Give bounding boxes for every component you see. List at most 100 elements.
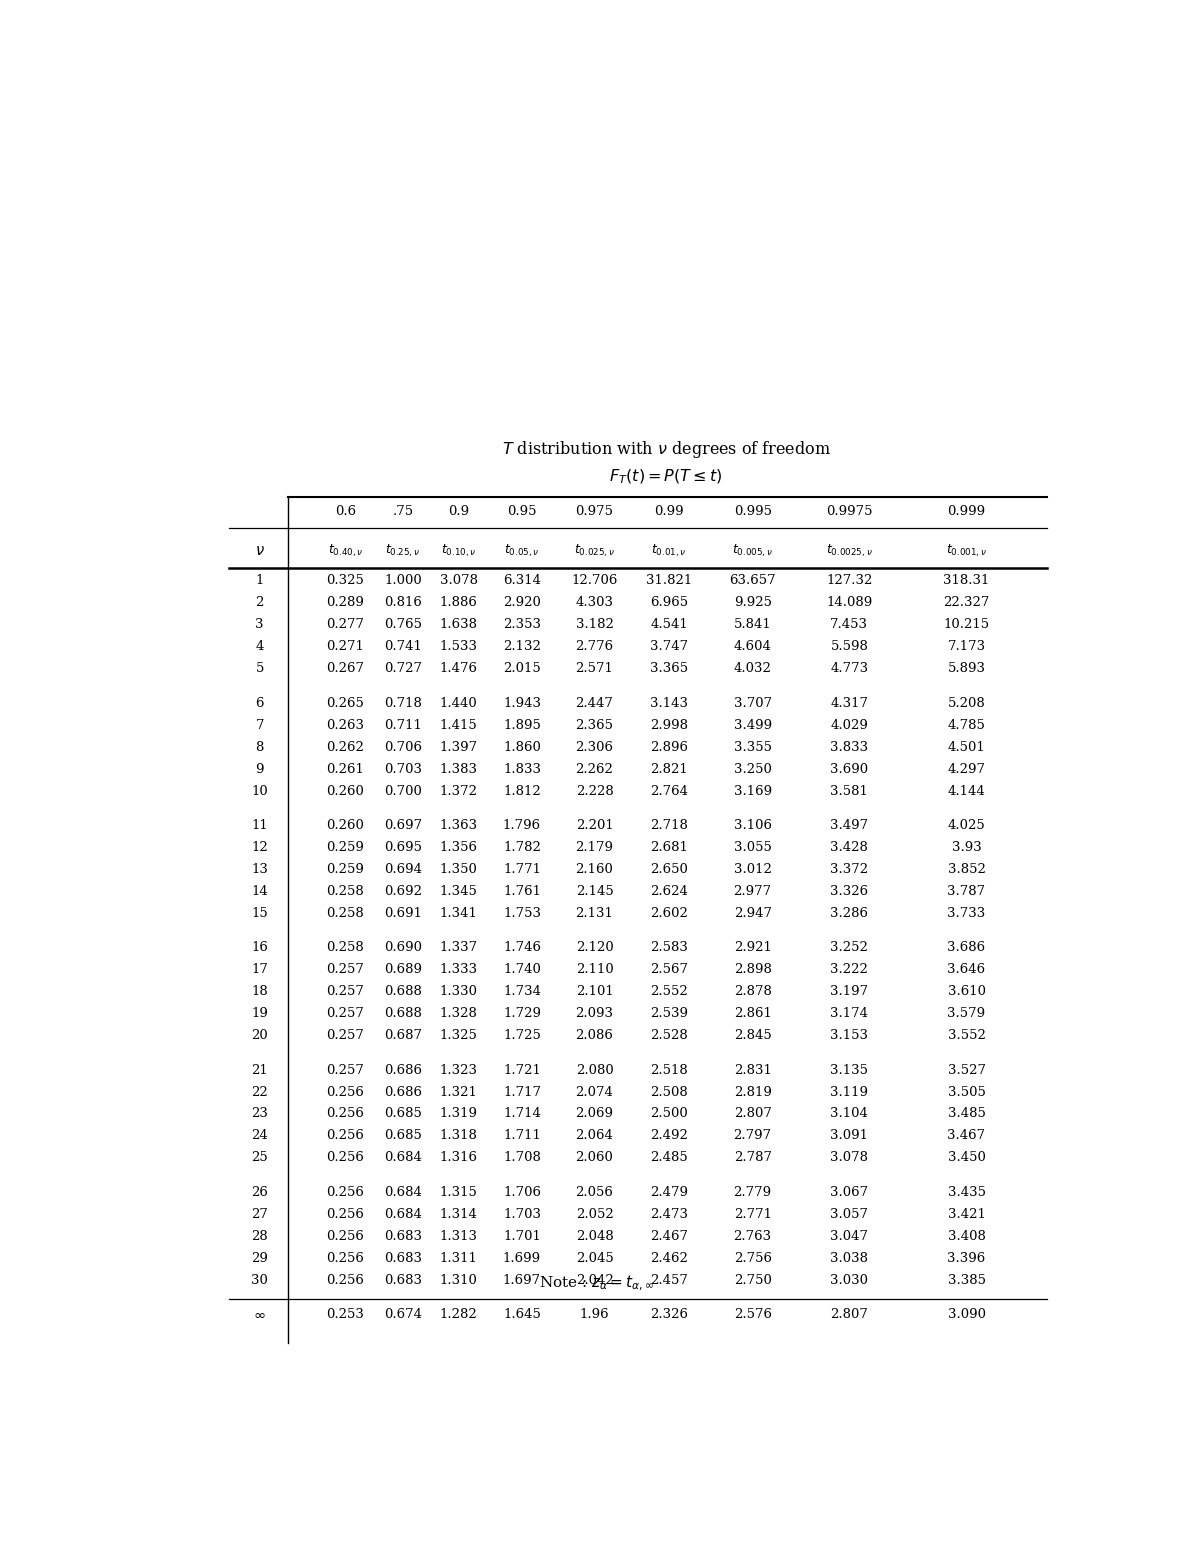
Text: 2.262: 2.262 bbox=[576, 763, 613, 775]
Text: 2.977: 2.977 bbox=[733, 885, 772, 898]
Text: 3.252: 3.252 bbox=[830, 941, 869, 954]
Text: 1.711: 1.711 bbox=[503, 1129, 541, 1143]
Text: 7: 7 bbox=[256, 719, 264, 731]
Text: 3: 3 bbox=[256, 618, 264, 632]
Text: 1.886: 1.886 bbox=[440, 596, 478, 609]
Text: 2.571: 2.571 bbox=[576, 662, 613, 676]
Text: 22.327: 22.327 bbox=[943, 596, 990, 609]
Text: 2.552: 2.552 bbox=[650, 985, 688, 999]
Text: 0.256: 0.256 bbox=[326, 1107, 365, 1120]
Text: 1.328: 1.328 bbox=[440, 1008, 478, 1020]
Text: 2.650: 2.650 bbox=[650, 863, 688, 876]
Text: 0.258: 0.258 bbox=[326, 907, 364, 919]
Text: 2.681: 2.681 bbox=[650, 842, 688, 854]
Text: 0.975: 0.975 bbox=[576, 505, 613, 519]
Text: 2.763: 2.763 bbox=[733, 1230, 772, 1242]
Text: 0.260: 0.260 bbox=[326, 818, 365, 832]
Text: 3.747: 3.747 bbox=[650, 640, 688, 654]
Text: 63.657: 63.657 bbox=[730, 575, 776, 587]
Text: 1.701: 1.701 bbox=[503, 1230, 541, 1242]
Text: $\nu$: $\nu$ bbox=[254, 544, 265, 558]
Text: 3.135: 3.135 bbox=[830, 1064, 869, 1076]
Text: 1.000: 1.000 bbox=[384, 575, 422, 587]
Text: 14: 14 bbox=[251, 885, 268, 898]
Text: 1.397: 1.397 bbox=[439, 741, 478, 753]
Text: 2.228: 2.228 bbox=[576, 784, 613, 798]
Text: 4.144: 4.144 bbox=[948, 784, 985, 798]
Text: $t_{0.10,\nu}$: $t_{0.10,\nu}$ bbox=[440, 544, 476, 559]
Text: 0.688: 0.688 bbox=[384, 985, 422, 999]
Text: 5.841: 5.841 bbox=[733, 618, 772, 632]
Text: 3.153: 3.153 bbox=[830, 1030, 869, 1042]
Text: 0.686: 0.686 bbox=[384, 1086, 422, 1098]
Text: 2.508: 2.508 bbox=[650, 1086, 688, 1098]
Text: 0.694: 0.694 bbox=[384, 863, 422, 876]
Text: 4.029: 4.029 bbox=[830, 719, 869, 731]
Text: 1.782: 1.782 bbox=[503, 842, 541, 854]
Text: 2.306: 2.306 bbox=[576, 741, 613, 753]
Text: 1.96: 1.96 bbox=[580, 1308, 610, 1322]
Text: 12: 12 bbox=[251, 842, 268, 854]
Text: 0.684: 0.684 bbox=[384, 1186, 422, 1199]
Text: 2.365: 2.365 bbox=[576, 719, 613, 731]
Text: 17: 17 bbox=[251, 963, 268, 977]
Text: 1.699: 1.699 bbox=[503, 1252, 541, 1264]
Text: 3.286: 3.286 bbox=[830, 907, 869, 919]
Text: 20: 20 bbox=[251, 1030, 268, 1042]
Text: $t_{0.025,\nu}$: $t_{0.025,\nu}$ bbox=[574, 544, 616, 559]
Text: 1.860: 1.860 bbox=[503, 741, 541, 753]
Text: 27: 27 bbox=[251, 1208, 268, 1221]
Text: 2.060: 2.060 bbox=[576, 1151, 613, 1165]
Text: 2.131: 2.131 bbox=[576, 907, 613, 919]
Text: 3.505: 3.505 bbox=[948, 1086, 985, 1098]
Text: 18: 18 bbox=[251, 985, 268, 999]
Text: 3.686: 3.686 bbox=[948, 941, 985, 954]
Text: 3.078: 3.078 bbox=[439, 575, 478, 587]
Text: 2.485: 2.485 bbox=[650, 1151, 688, 1165]
Text: 2.896: 2.896 bbox=[650, 741, 688, 753]
Text: 12.706: 12.706 bbox=[571, 575, 618, 587]
Text: 0.277: 0.277 bbox=[326, 618, 365, 632]
Text: 0.325: 0.325 bbox=[326, 575, 365, 587]
Text: 0.711: 0.711 bbox=[384, 719, 422, 731]
Text: 1.330: 1.330 bbox=[439, 985, 478, 999]
Text: 1.708: 1.708 bbox=[503, 1151, 541, 1165]
Text: 4.303: 4.303 bbox=[576, 596, 613, 609]
Text: 1: 1 bbox=[256, 575, 264, 587]
Text: 0.674: 0.674 bbox=[384, 1308, 422, 1322]
Text: 2.756: 2.756 bbox=[733, 1252, 772, 1264]
Text: 15: 15 bbox=[251, 907, 268, 919]
Text: 1.734: 1.734 bbox=[503, 985, 541, 999]
Text: 0.257: 0.257 bbox=[326, 985, 365, 999]
Text: 3.078: 3.078 bbox=[830, 1151, 869, 1165]
Text: 2.467: 2.467 bbox=[650, 1230, 688, 1242]
Text: 3.090: 3.090 bbox=[948, 1308, 985, 1322]
Text: 2.069: 2.069 bbox=[576, 1107, 613, 1120]
Text: 2.750: 2.750 bbox=[733, 1273, 772, 1286]
Text: 2.052: 2.052 bbox=[576, 1208, 613, 1221]
Text: 3.385: 3.385 bbox=[948, 1273, 985, 1286]
Text: $t_{0.005,\nu}$: $t_{0.005,\nu}$ bbox=[732, 544, 773, 559]
Text: 4.317: 4.317 bbox=[830, 697, 869, 710]
Text: 1.333: 1.333 bbox=[439, 963, 478, 977]
Text: 9: 9 bbox=[256, 763, 264, 775]
Text: 2.779: 2.779 bbox=[733, 1186, 772, 1199]
Text: 1.645: 1.645 bbox=[503, 1308, 541, 1322]
Text: 2.015: 2.015 bbox=[503, 662, 541, 676]
Text: 2.771: 2.771 bbox=[733, 1208, 772, 1221]
Text: 2.861: 2.861 bbox=[733, 1008, 772, 1020]
Text: 0.256: 0.256 bbox=[326, 1273, 365, 1286]
Text: 3.055: 3.055 bbox=[733, 842, 772, 854]
Text: 6: 6 bbox=[256, 697, 264, 710]
Text: 2.921: 2.921 bbox=[733, 941, 772, 954]
Text: 0.687: 0.687 bbox=[384, 1030, 422, 1042]
Text: 3.527: 3.527 bbox=[948, 1064, 985, 1076]
Text: 3.143: 3.143 bbox=[650, 697, 688, 710]
Text: 16: 16 bbox=[251, 941, 268, 954]
Text: 1.703: 1.703 bbox=[503, 1208, 541, 1221]
Text: 1.746: 1.746 bbox=[503, 941, 541, 954]
Text: 2.101: 2.101 bbox=[576, 985, 613, 999]
Text: 4.785: 4.785 bbox=[948, 719, 985, 731]
Text: 19: 19 bbox=[251, 1008, 268, 1020]
Text: 0.689: 0.689 bbox=[384, 963, 422, 977]
